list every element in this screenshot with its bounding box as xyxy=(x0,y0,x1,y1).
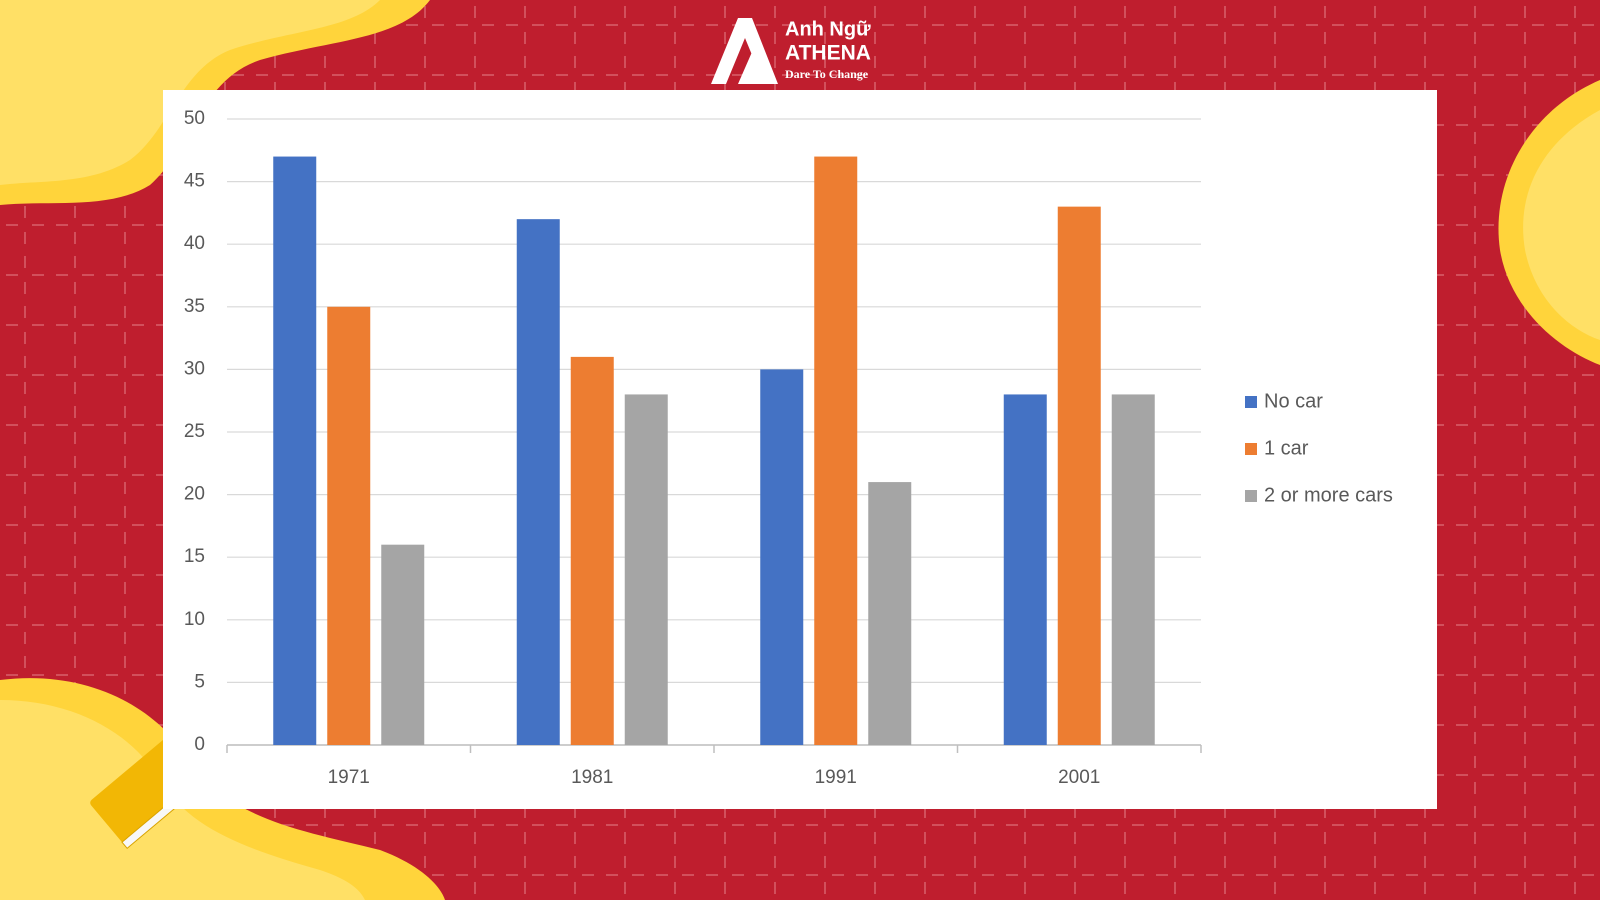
y-tick-label: 35 xyxy=(184,296,205,317)
x-tick-label: 1991 xyxy=(815,767,857,788)
bar xyxy=(624,394,668,745)
bar xyxy=(273,156,317,745)
decor-blob xyxy=(1523,110,1600,340)
logo-tagline: Dare To Change xyxy=(785,67,869,81)
y-tick-label: 20 xyxy=(184,484,205,505)
y-tick-label: 25 xyxy=(184,421,205,442)
legend-label: 1 car xyxy=(1264,437,1309,459)
bar xyxy=(1111,394,1155,745)
decor-blob xyxy=(0,0,380,185)
y-tick-label: 45 xyxy=(184,171,205,192)
legend-swatch xyxy=(1245,443,1257,455)
logo: Anh Ngữ ATHENA Dare To Change xyxy=(711,18,871,84)
bar xyxy=(570,356,614,745)
logo-mark xyxy=(738,52,766,84)
logo-mark xyxy=(711,18,778,84)
legend-swatch xyxy=(1245,490,1257,502)
logo-line: Anh Ngữ xyxy=(785,18,871,40)
legend-label: No car xyxy=(1264,390,1323,412)
y-tick-label: 50 xyxy=(184,108,205,129)
x-tick-label: 2001 xyxy=(1058,767,1100,788)
y-tick-label: 0 xyxy=(194,734,205,755)
y-tick-label: 30 xyxy=(184,358,205,379)
y-tick-label: 15 xyxy=(184,546,205,567)
bar xyxy=(327,306,371,745)
y-tick-label: 40 xyxy=(184,233,205,254)
legend-swatch xyxy=(1245,396,1257,408)
bar xyxy=(760,369,804,745)
y-tick-label: 10 xyxy=(184,609,205,630)
y-tick-label: 5 xyxy=(194,671,205,692)
bar xyxy=(814,156,858,745)
bar xyxy=(381,544,425,745)
legend-label: 2 or more cars xyxy=(1264,484,1393,506)
bar xyxy=(1057,206,1101,745)
x-tick-label: 1981 xyxy=(571,767,613,788)
bar xyxy=(868,482,912,745)
logo-line: ATHENA xyxy=(785,42,871,65)
bar xyxy=(1003,394,1047,745)
x-tick-label: 1971 xyxy=(328,767,370,788)
decor-blob xyxy=(0,700,365,900)
bar xyxy=(516,219,560,745)
